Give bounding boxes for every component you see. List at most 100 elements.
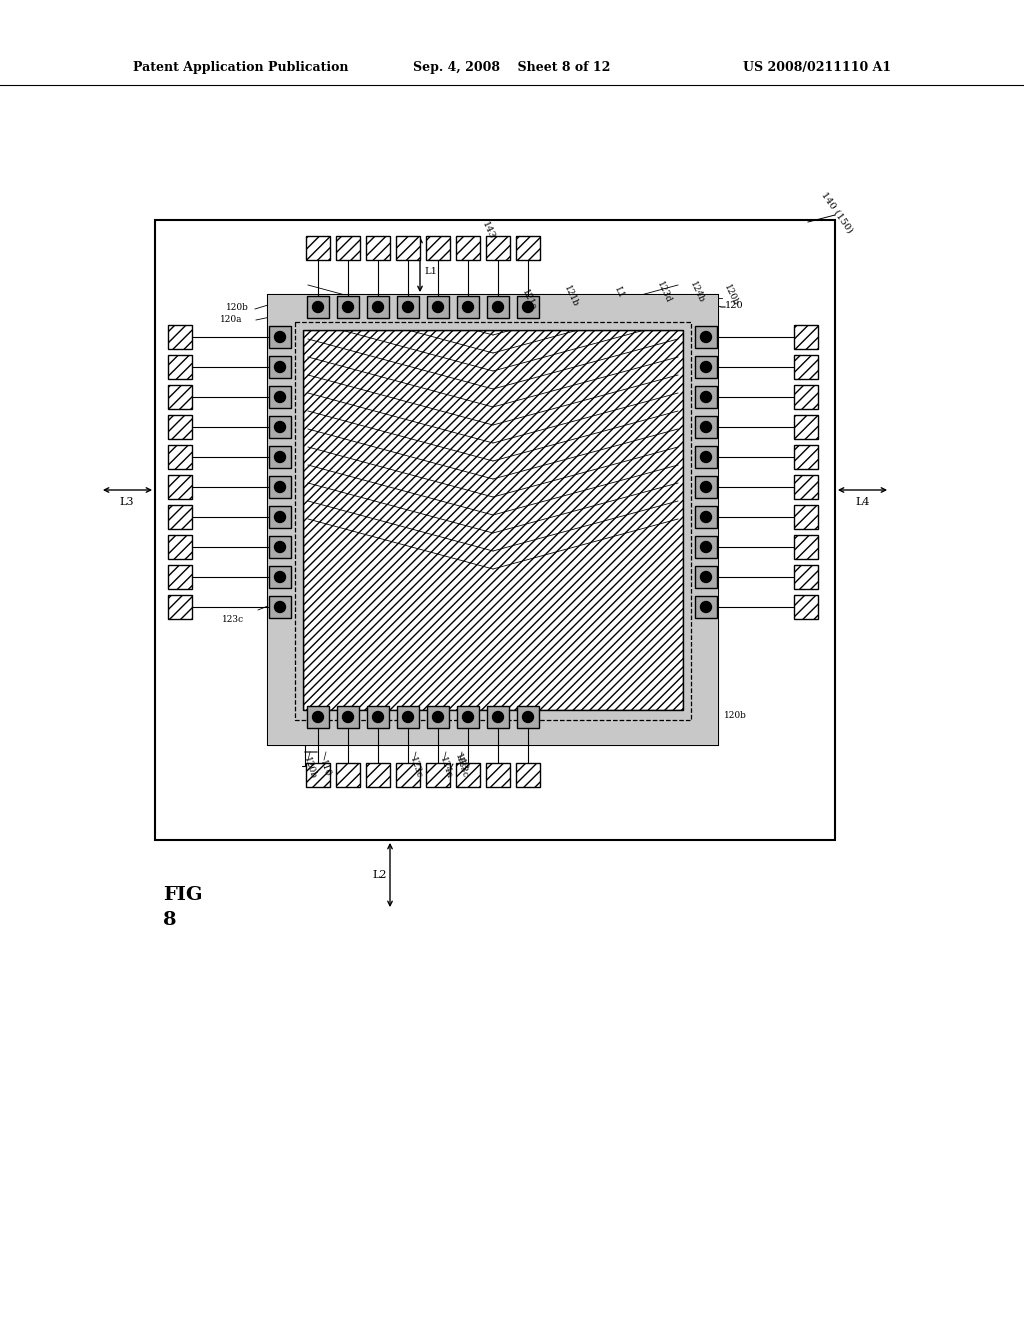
Bar (486, 236, 510, 260)
Circle shape (402, 301, 414, 313)
Text: L2: L2 (373, 870, 387, 880)
Bar (168, 506, 193, 529)
Circle shape (274, 541, 286, 553)
Text: 120b: 120b (722, 282, 739, 308)
Circle shape (274, 331, 286, 342)
Bar (794, 414, 818, 440)
Circle shape (493, 301, 504, 313)
Text: 123c: 123c (408, 756, 423, 780)
Bar (426, 763, 450, 787)
Circle shape (274, 392, 286, 403)
Text: 110: 110 (318, 759, 332, 777)
Bar (336, 236, 360, 260)
Bar (269, 446, 291, 469)
Text: 120a: 120a (220, 315, 243, 325)
Bar (695, 566, 717, 587)
Bar (366, 236, 390, 260)
Circle shape (700, 362, 712, 372)
Circle shape (700, 511, 712, 523)
Circle shape (373, 301, 384, 313)
Bar (168, 355, 193, 379)
Bar (268, 710, 718, 744)
Bar (456, 236, 480, 260)
Bar (457, 296, 479, 318)
Bar (367, 706, 389, 729)
Circle shape (432, 711, 443, 722)
Circle shape (700, 602, 712, 612)
Bar (794, 595, 818, 619)
Bar (268, 294, 718, 744)
Bar (456, 763, 480, 787)
Bar (695, 416, 717, 438)
Bar (695, 446, 717, 469)
Bar (306, 763, 330, 787)
Bar (517, 296, 539, 318)
Bar (269, 536, 291, 558)
Bar (268, 294, 718, 330)
Bar (695, 326, 717, 348)
Bar (307, 296, 329, 318)
Circle shape (402, 711, 414, 722)
Bar (269, 597, 291, 618)
Bar (155, 220, 835, 840)
Bar (486, 763, 510, 787)
Bar (695, 506, 717, 528)
Text: 124a: 124a (438, 756, 454, 780)
Bar (168, 385, 193, 409)
Bar (457, 706, 479, 729)
Bar (336, 763, 360, 787)
Circle shape (700, 451, 712, 462)
Circle shape (274, 421, 286, 433)
Bar (303, 330, 683, 710)
Text: 140 (150): 140 (150) (820, 190, 855, 234)
Bar (695, 536, 717, 558)
Bar (337, 706, 359, 729)
Circle shape (432, 301, 443, 313)
Text: 120: 120 (725, 301, 743, 310)
Bar (303, 330, 683, 710)
Bar (268, 330, 303, 710)
Circle shape (700, 482, 712, 492)
Bar (397, 706, 419, 729)
Bar (269, 356, 291, 378)
Circle shape (522, 711, 534, 722)
Text: L4: L4 (856, 498, 870, 507)
Bar (168, 535, 193, 558)
Bar (794, 445, 818, 469)
Text: 143: 143 (480, 219, 496, 240)
Text: L3: L3 (120, 498, 134, 507)
Text: 121b: 121b (562, 284, 580, 309)
Bar (427, 296, 449, 318)
Text: L1: L1 (424, 267, 437, 276)
Text: 120b: 120b (302, 756, 317, 780)
Circle shape (342, 301, 353, 313)
Circle shape (700, 541, 712, 553)
Circle shape (312, 301, 324, 313)
Circle shape (373, 711, 384, 722)
Text: 123c: 123c (454, 756, 469, 780)
Circle shape (274, 572, 286, 582)
Bar (487, 706, 509, 729)
Bar (269, 326, 291, 348)
Bar (269, 477, 291, 498)
Text: 8: 8 (163, 911, 176, 929)
Circle shape (463, 301, 473, 313)
Bar (397, 296, 419, 318)
Bar (366, 763, 390, 787)
Bar (269, 385, 291, 408)
Bar (168, 595, 193, 619)
Bar (794, 565, 818, 589)
Bar (295, 322, 691, 719)
Text: 120b: 120b (724, 710, 746, 719)
Circle shape (700, 331, 712, 342)
Bar (396, 236, 420, 260)
Bar (794, 385, 818, 409)
Text: Sep. 4, 2008    Sheet 8 of 12: Sep. 4, 2008 Sheet 8 of 12 (414, 62, 610, 74)
Circle shape (274, 511, 286, 523)
Bar (168, 445, 193, 469)
Bar (306, 236, 330, 260)
Bar (367, 296, 389, 318)
Bar (269, 416, 291, 438)
Text: 124b: 124b (688, 280, 706, 305)
Bar (695, 597, 717, 618)
